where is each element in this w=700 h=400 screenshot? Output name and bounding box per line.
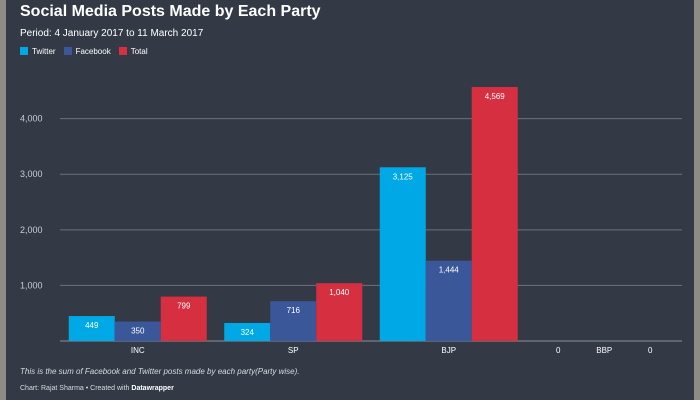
x-tick-label: BJP [441,346,456,355]
bar-facebook-bjp [425,260,472,341]
data-label: 3,125 [393,172,414,181]
y-tick-label: 4,000 [20,114,43,124]
chart-card: Social Media Posts Made by Each Party Pe… [6,0,694,400]
y-tick-label: 2,000 [20,225,43,235]
bar-chart: 1,000 2,000 3,000 4,000 449 350 799 INC 324 716 1,… [20,87,682,355]
bar-total-inc [160,296,207,341]
x-tick-label: SP [288,346,299,355]
credit-tool: Datawrapper [131,385,174,392]
data-label: 1,040 [329,288,350,297]
data-label: 324 [241,328,255,337]
legend-label-twitter: Twitter [32,46,56,56]
zero-value-label: 0 [556,346,561,355]
bar-facebook-inc [114,321,161,341]
legend-item-facebook: Facebook [63,46,111,56]
data-label: 449 [85,321,99,330]
bar-total-sp [316,283,363,341]
data-label: 799 [177,302,191,311]
legend-swatch-twitter [20,47,28,55]
x-tick-label: BBP [596,346,612,355]
bar-twitter-sp [224,322,271,341]
footnote: This is the sum of Facebook and Twitter … [20,367,300,376]
bar-twitter-inc [68,316,115,341]
y-tick-label: 1,000 [20,280,43,290]
bar-facebook-sp [270,301,317,341]
legend-swatch-facebook [63,47,72,55]
data-label: 1,444 [439,266,460,275]
legend-item-total: Total [118,46,148,56]
data-label: 4,569 [485,92,506,101]
x-tick-label: INC [131,346,145,355]
bar-twitter-bjp [379,167,426,341]
credit-text: Chart: Rajat Sharma • Created with [20,385,132,392]
legend-item-twitter: Twitter [20,47,56,56]
y-tick-label: 3,000 [20,169,43,179]
data-label: 350 [131,327,145,336]
legend-label-facebook: Facebook [75,46,111,56]
legend-label-total: Total [130,46,148,56]
data-label: 716 [287,306,301,315]
bar-total-bjp [471,87,518,341]
credit: Chart: Rajat Sharma • Created with Dataw… [20,385,174,392]
chart-subtitle: Period: 4 January 2017 to 11 March 2017 [20,28,204,39]
legend: Twitter Facebook Total [20,45,148,57]
zero-value-label: 0 [648,346,653,355]
chart-title: Social Media Posts Made by Each Party [20,3,321,20]
legend-swatch-total [118,47,127,55]
